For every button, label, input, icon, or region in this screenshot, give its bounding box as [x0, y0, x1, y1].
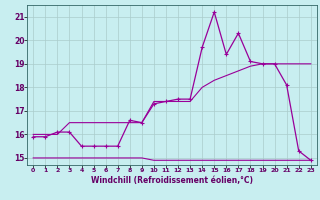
X-axis label: Windchill (Refroidissement éolien,°C): Windchill (Refroidissement éolien,°C) [91, 176, 253, 185]
